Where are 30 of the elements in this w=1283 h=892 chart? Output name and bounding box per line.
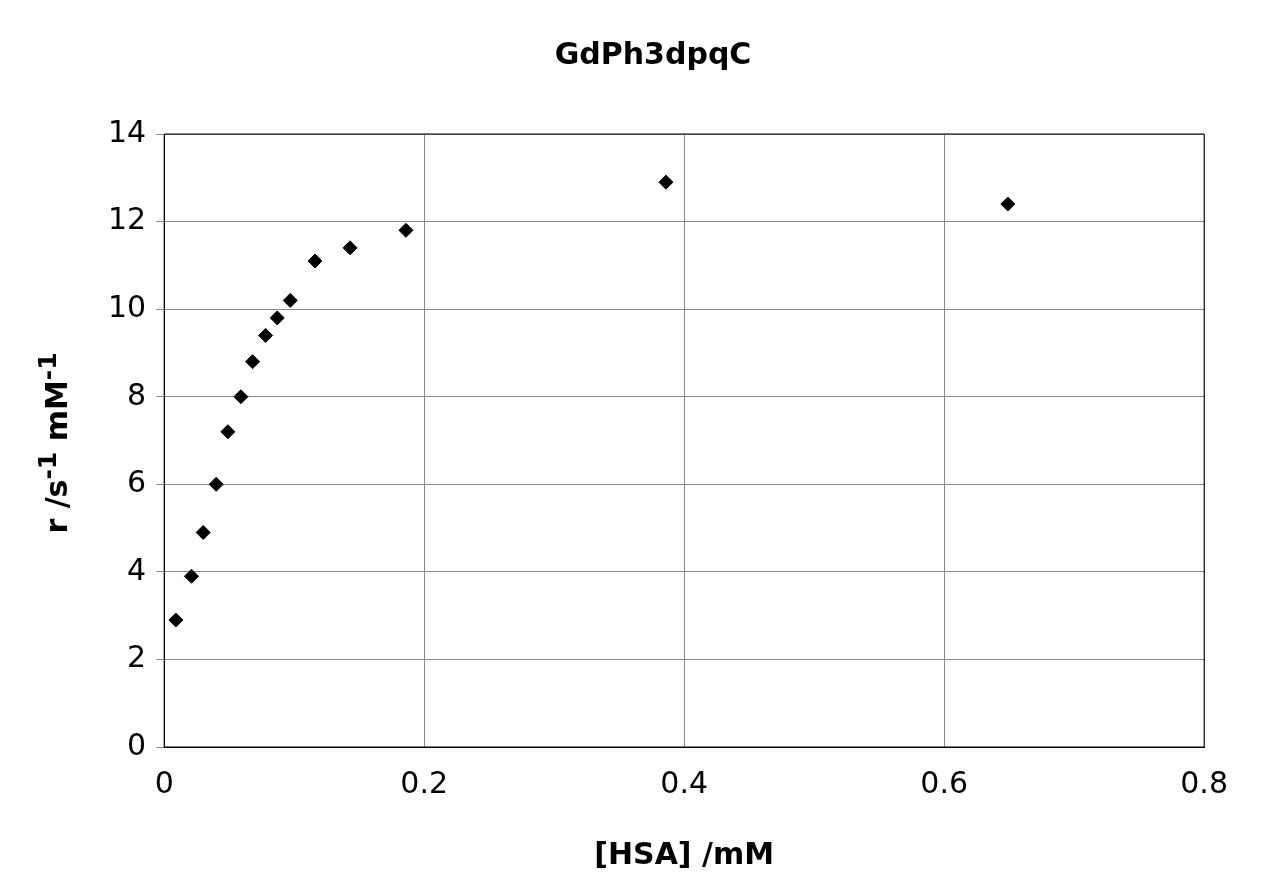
point [1000,196,1016,212]
point [233,389,249,405]
y-tick-label: 6 [127,464,147,500]
y-tick-label: 2 [127,639,147,675]
point [258,327,274,343]
y-tick-label: 10 [107,288,147,324]
y-tick-label: 12 [107,201,147,237]
x-tick-label: 0.2 [400,764,449,800]
point [307,253,323,269]
y-tick-label: 14 [107,113,147,149]
point [195,524,211,540]
point [168,612,184,628]
y-tick-label: 4 [127,551,147,587]
x-tick-label: 0.4 [660,764,709,800]
x-tick-label: 0 [154,764,174,800]
point [658,174,674,190]
y-tick-label: 0 [127,726,147,762]
point [208,476,224,492]
point [342,240,358,256]
y-tick-label: 8 [127,376,147,412]
point [282,292,298,308]
point [183,568,199,584]
point [245,354,261,370]
point [398,222,414,238]
point [220,424,236,440]
x-tick-label: 0.8 [1180,764,1228,800]
chart-title: GdPh3dpqC [554,35,752,71]
point [269,310,285,326]
x-axis-title: [HSA] /mM [594,835,775,871]
x-tick-label: 0.6 [920,764,969,800]
